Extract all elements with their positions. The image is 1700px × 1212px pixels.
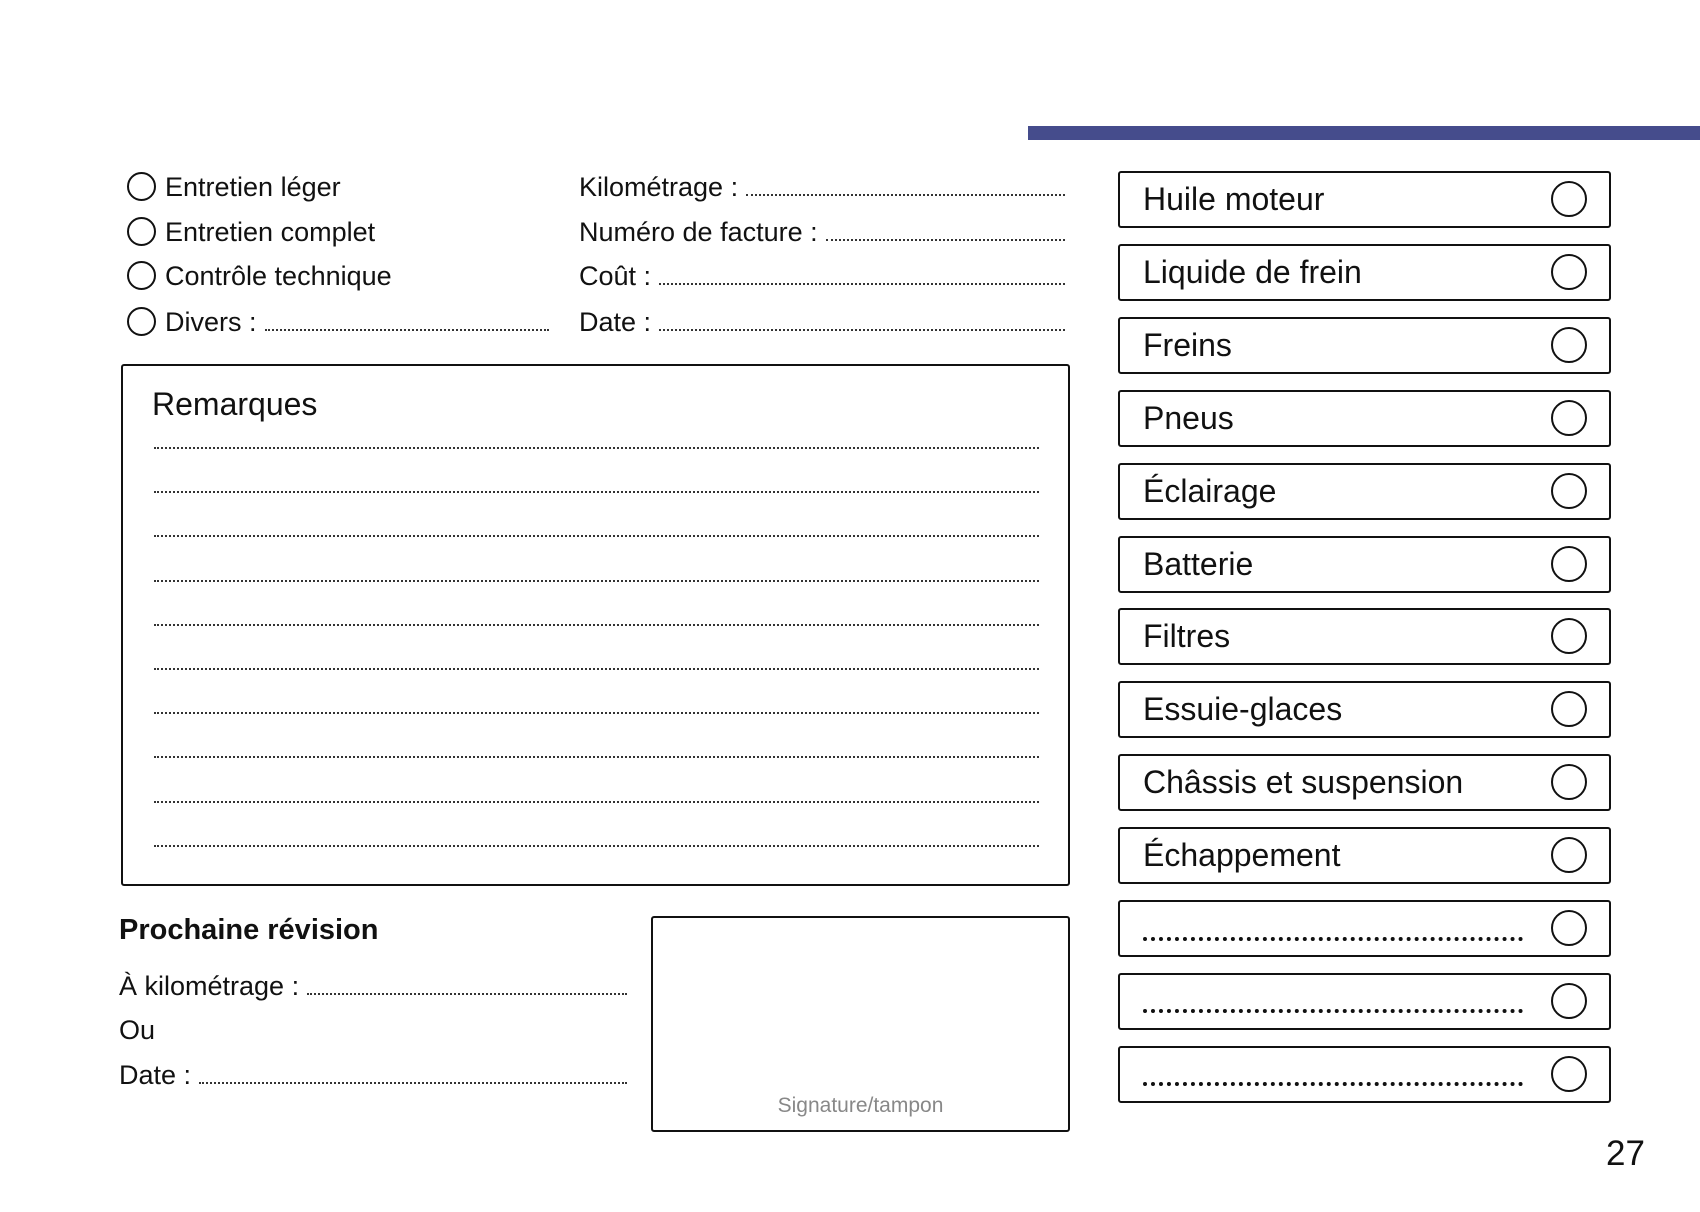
checklist-blank-line[interactable] bbox=[1143, 936, 1523, 941]
remarks-box[interactable]: Remarques bbox=[121, 364, 1070, 886]
check-circle-icon[interactable] bbox=[1551, 253, 1587, 290]
service-type-option[interactable]: Entretien léger bbox=[127, 169, 341, 203]
checklist-label: Châssis et suspension bbox=[1143, 764, 1464, 801]
check-circle-icon[interactable] bbox=[1551, 691, 1587, 728]
service-type-label: Entretien léger bbox=[165, 172, 341, 202]
checklist-item[interactable]: Freins bbox=[1118, 316, 1611, 374]
check-circle-icon[interactable] bbox=[1551, 399, 1587, 436]
form-field-label: Coût : bbox=[579, 261, 652, 291]
check-circle-icon[interactable] bbox=[1551, 618, 1587, 655]
checklist-label: Pneus bbox=[1143, 399, 1234, 436]
check-circle-icon[interactable] bbox=[1551, 472, 1587, 509]
form-field[interactable]: Date : bbox=[579, 304, 1065, 338]
check-circle-icon[interactable] bbox=[1551, 982, 1587, 1019]
form-field-label: Date : bbox=[579, 307, 652, 337]
checklist-label: Batterie bbox=[1143, 545, 1254, 582]
remarks-line bbox=[154, 712, 1039, 715]
next-service-title: Prochaine révision bbox=[119, 914, 379, 946]
checklist-item[interactable]: Huile moteur bbox=[1118, 171, 1611, 228]
check-circle-icon[interactable] bbox=[1551, 910, 1587, 946]
check-circle-icon[interactable] bbox=[1551, 181, 1587, 217]
radio-circle-icon[interactable] bbox=[127, 306, 156, 336]
signature-label: Signature/tampon bbox=[777, 1094, 944, 1117]
or-label: Ou bbox=[119, 1015, 156, 1045]
check-circle-icon[interactable] bbox=[1551, 837, 1587, 874]
remarks-line bbox=[154, 756, 1039, 759]
check-circle-icon[interactable] bbox=[1551, 1055, 1587, 1092]
form-field[interactable]: Kilométrage : bbox=[579, 169, 1065, 203]
radio-circle-icon[interactable] bbox=[127, 171, 156, 201]
checklist-item[interactable]: Essuie-glaces bbox=[1118, 681, 1611, 739]
service-type-label: Divers : bbox=[165, 307, 257, 337]
checklist-item[interactable]: Pneus bbox=[1118, 389, 1611, 447]
radio-circle-icon[interactable] bbox=[127, 216, 156, 246]
checklist-label: Huile moteur bbox=[1143, 181, 1325, 217]
checklist-item[interactable]: Filtres bbox=[1118, 608, 1611, 666]
check-circle-icon[interactable] bbox=[1551, 764, 1587, 801]
remarks-line bbox=[154, 668, 1039, 670]
remarks-line bbox=[154, 800, 1039, 803]
remarks-line bbox=[154, 447, 1039, 449]
check-circle-icon[interactable] bbox=[1551, 326, 1587, 363]
checklist-label: Essuie-glaces bbox=[1143, 691, 1343, 728]
remarks-line bbox=[154, 535, 1039, 538]
next-date-label: Date : bbox=[119, 1060, 192, 1090]
service-type-option[interactable]: Divers : bbox=[127, 304, 549, 338]
checklist-item[interactable]: Échappement bbox=[1118, 827, 1611, 885]
checklist-label: Filtres bbox=[1143, 618, 1231, 655]
remarks-line bbox=[154, 623, 1039, 626]
checklist-label: Échappement bbox=[1143, 837, 1341, 874]
checklist-item[interactable]: Liquide de frein bbox=[1118, 243, 1611, 301]
checklist-blank-line[interactable] bbox=[1143, 1082, 1523, 1087]
next-mileage-field[interactable]: À kilométrage : bbox=[119, 968, 627, 1002]
form-field[interactable]: Coût : bbox=[579, 258, 1065, 292]
checklist-item[interactable] bbox=[1118, 972, 1611, 1030]
service-type-option[interactable]: Entretien complet bbox=[127, 214, 375, 248]
service-type-label: Entretien complet bbox=[165, 217, 376, 247]
remarks-title: Remarques bbox=[152, 386, 318, 422]
checklist-item[interactable] bbox=[1118, 1045, 1611, 1103]
radio-circle-icon[interactable] bbox=[127, 260, 156, 290]
form-field[interactable]: Numéro de facture : bbox=[579, 214, 1065, 248]
next-date-field[interactable]: Date : bbox=[119, 1057, 627, 1091]
checklist-label: Liquide de frein bbox=[1143, 253, 1362, 290]
form-field-label: Numéro de facture : bbox=[579, 217, 818, 247]
checklist-label: Éclairage bbox=[1143, 472, 1277, 509]
check-circle-icon[interactable] bbox=[1551, 545, 1587, 582]
header-accent-bar bbox=[1028, 126, 1700, 140]
remarks-line bbox=[154, 579, 1039, 582]
checklist-item[interactable]: Éclairage bbox=[1118, 462, 1611, 520]
service-type-option[interactable]: Contrôle technique bbox=[127, 258, 392, 292]
checklist-item[interactable]: Châssis et suspension bbox=[1118, 754, 1611, 812]
service-type-label: Contrôle technique bbox=[165, 261, 392, 291]
checklist-blank-line[interactable] bbox=[1143, 1009, 1523, 1014]
checklist-item[interactable]: Batterie bbox=[1118, 535, 1611, 593]
form-field-label: Kilométrage : bbox=[579, 172, 739, 202]
checklist-item[interactable] bbox=[1118, 900, 1611, 957]
page-number: 27 bbox=[1606, 1134, 1645, 1173]
remarks-line bbox=[154, 491, 1039, 494]
or-label-row: Ou bbox=[119, 1012, 155, 1046]
checklist-label: Freins bbox=[1143, 326, 1232, 363]
next-mileage-label: À kilométrage : bbox=[119, 971, 300, 1001]
signature-box[interactable]: Signature/tampon bbox=[651, 916, 1070, 1132]
remarks-line bbox=[154, 844, 1039, 847]
